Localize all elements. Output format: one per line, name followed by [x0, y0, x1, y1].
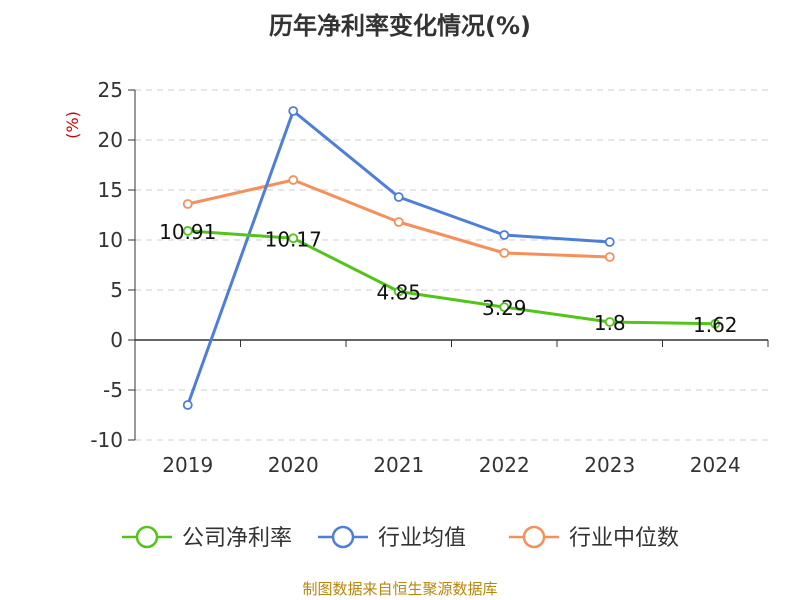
y-tick-label: 5	[110, 278, 123, 302]
data-point	[288, 233, 299, 244]
legend-marker	[522, 525, 546, 549]
series-line-行业均值	[186, 109, 610, 406]
data-point	[288, 106, 299, 116]
legend-label: 行业中位数	[569, 526, 679, 551]
data-point	[710, 318, 721, 329]
legend: 公司净利率 行业均值 行业中位数	[122, 525, 679, 551]
series-points	[182, 106, 721, 410]
x-tick-label-2019: 2019	[162, 453, 213, 477]
legend-label: 公司净利率	[182, 526, 292, 551]
grid-lines	[135, 89, 768, 441]
data-point	[182, 400, 193, 410]
data-label: 1.62	[693, 313, 738, 337]
y-tick-label: 10	[98, 228, 123, 252]
x-tick-label-2020: 2020	[268, 453, 319, 477]
x-tick-label-2024: 2024	[690, 453, 741, 477]
y-tick-label: -5	[103, 378, 123, 402]
data-point	[288, 175, 299, 185]
data-point	[393, 217, 404, 227]
chart-title: 历年净利率变化情况(%)	[269, 12, 531, 40]
y-tick-label: -10	[90, 428, 123, 452]
data-point	[604, 317, 615, 327]
data-point	[604, 252, 615, 262]
y-tick-label: 0	[110, 328, 123, 352]
x-tick-label-2022: 2022	[479, 453, 530, 477]
x-tick-label-2021: 2021	[373, 453, 424, 477]
series-line-公司净利率	[187, 229, 716, 326]
legend-marker	[135, 525, 159, 549]
y-axis-label: (%)	[63, 111, 82, 139]
y-tick-label: 20	[98, 128, 123, 152]
source-note: 制图数据来自恒生聚源数据库	[302, 580, 498, 598]
data-point	[182, 199, 193, 209]
data-point	[393, 192, 404, 202]
axes: 25 20 15 10 5 0 -5 -10 2019 2020 2021 2022 2023 2024 (…	[63, 78, 769, 477]
data-point	[499, 302, 510, 313]
data-label: 1.8	[594, 311, 626, 335]
legend-marker	[331, 525, 355, 549]
data-point	[604, 237, 615, 247]
legend-label: 行业均值	[378, 526, 466, 551]
data-point	[182, 225, 193, 236]
y-tick-label: 25	[98, 78, 123, 102]
series-lines	[186, 109, 716, 406]
data-labels: 10.91 10.17 4.85 3.29 1.8 1.62	[159, 220, 737, 337]
data-label: 10.17	[265, 227, 322, 251]
data-point	[499, 230, 510, 240]
data-label: 10.91	[159, 220, 216, 244]
y-tick-label: 15	[98, 178, 123, 202]
data-point	[499, 248, 510, 258]
data-point	[393, 286, 404, 297]
data-label: 3.29	[482, 296, 527, 320]
data-label: 4.85	[376, 281, 421, 305]
x-tick-label-2023: 2023	[584, 453, 635, 477]
